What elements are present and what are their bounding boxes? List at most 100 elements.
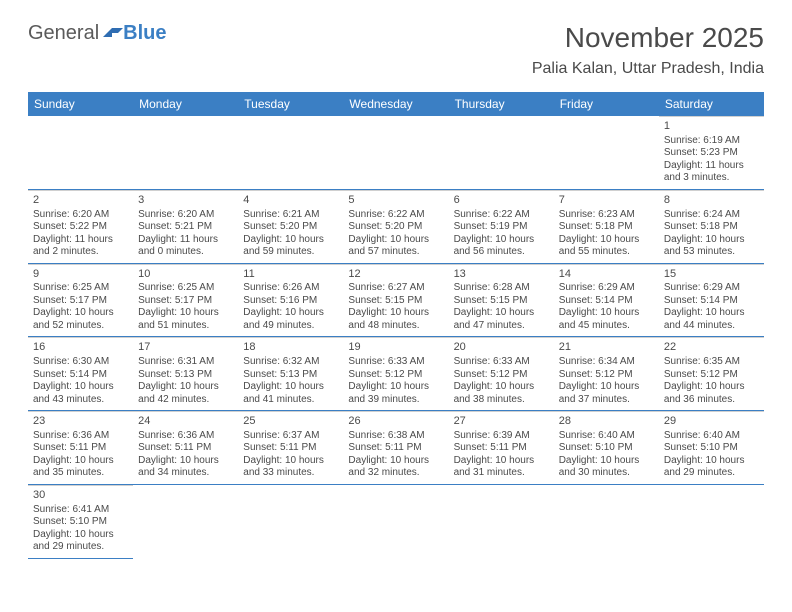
day-number: 13 bbox=[454, 268, 549, 282]
daylight-text: and 47 minutes. bbox=[454, 320, 549, 333]
calendar-cell: 12Sunrise: 6:27 AMSunset: 5:15 PMDayligh… bbox=[343, 264, 448, 338]
sunset-text: Sunset: 5:15 PM bbox=[454, 295, 549, 308]
sunset-text: Sunset: 5:11 PM bbox=[454, 442, 549, 455]
daylight-text: and 42 minutes. bbox=[138, 394, 233, 407]
page-title: November 2025 bbox=[532, 22, 764, 54]
sunrise-text: Sunrise: 6:20 AM bbox=[33, 209, 128, 222]
daylight-text: Daylight: 10 hours bbox=[348, 455, 443, 468]
daylight-text: Daylight: 10 hours bbox=[559, 381, 654, 394]
logo-text-blue: Blue bbox=[123, 22, 166, 45]
logo-text-general: General bbox=[28, 22, 99, 45]
daylight-text: and 55 minutes. bbox=[559, 246, 654, 259]
sunset-text: Sunset: 5:20 PM bbox=[243, 221, 338, 234]
sunset-text: Sunset: 5:16 PM bbox=[243, 295, 338, 308]
day-number: 22 bbox=[664, 341, 759, 355]
logo: General Blue bbox=[28, 22, 167, 45]
day-number: 9 bbox=[33, 268, 128, 282]
calendar-cell: 20Sunrise: 6:33 AMSunset: 5:12 PMDayligh… bbox=[449, 337, 554, 411]
day-number: 21 bbox=[559, 341, 654, 355]
daylight-text: and 36 minutes. bbox=[664, 394, 759, 407]
sunrise-text: Sunrise: 6:41 AM bbox=[33, 504, 128, 517]
sunset-text: Sunset: 5:19 PM bbox=[454, 221, 549, 234]
sunrise-text: Sunrise: 6:28 AM bbox=[454, 282, 549, 295]
daylight-text: and 59 minutes. bbox=[243, 246, 338, 259]
sunrise-text: Sunrise: 6:35 AM bbox=[664, 356, 759, 369]
sunrise-text: Sunrise: 6:19 AM bbox=[664, 135, 759, 148]
calendar-cell: 4Sunrise: 6:21 AMSunset: 5:20 PMDaylight… bbox=[238, 190, 343, 264]
sunset-text: Sunset: 5:11 PM bbox=[138, 442, 233, 455]
day-number: 26 bbox=[348, 415, 443, 429]
daylight-text: and 37 minutes. bbox=[559, 394, 654, 407]
weekday-header: Saturday bbox=[659, 92, 764, 116]
daylight-text: Daylight: 10 hours bbox=[664, 234, 759, 247]
calendar-header: SundayMondayTuesdayWednesdayThursdayFrid… bbox=[28, 92, 764, 116]
calendar-cell: 28Sunrise: 6:40 AMSunset: 5:10 PMDayligh… bbox=[554, 411, 659, 485]
calendar-cell: 24Sunrise: 6:36 AMSunset: 5:11 PMDayligh… bbox=[133, 411, 238, 485]
sunset-text: Sunset: 5:11 PM bbox=[33, 442, 128, 455]
day-number: 10 bbox=[138, 268, 233, 282]
sunrise-text: Sunrise: 6:38 AM bbox=[348, 430, 443, 443]
day-number: 16 bbox=[33, 341, 128, 355]
daylight-text: Daylight: 10 hours bbox=[33, 455, 128, 468]
day-number: 30 bbox=[33, 489, 128, 503]
daylight-text: and 45 minutes. bbox=[559, 320, 654, 333]
calendar-cell: 1Sunrise: 6:19 AMSunset: 5:23 PMDaylight… bbox=[659, 116, 764, 190]
weekday-header: Thursday bbox=[449, 92, 554, 116]
sunset-text: Sunset: 5:11 PM bbox=[243, 442, 338, 455]
sunrise-text: Sunrise: 6:36 AM bbox=[33, 430, 128, 443]
calendar-cell: 26Sunrise: 6:38 AMSunset: 5:11 PMDayligh… bbox=[343, 411, 448, 485]
day-number: 15 bbox=[664, 268, 759, 282]
sunset-text: Sunset: 5:21 PM bbox=[138, 221, 233, 234]
title-block: November 2025 Palia Kalan, Uttar Pradesh… bbox=[532, 22, 764, 78]
daylight-text: and 38 minutes. bbox=[454, 394, 549, 407]
daylight-text: Daylight: 10 hours bbox=[559, 234, 654, 247]
day-number: 25 bbox=[243, 415, 338, 429]
sunset-text: Sunset: 5:14 PM bbox=[664, 295, 759, 308]
calendar-cell: 2Sunrise: 6:20 AMSunset: 5:22 PMDaylight… bbox=[28, 190, 133, 264]
daylight-text: Daylight: 10 hours bbox=[664, 381, 759, 394]
sunset-text: Sunset: 5:11 PM bbox=[348, 442, 443, 455]
calendar-body: 1Sunrise: 6:19 AMSunset: 5:23 PMDaylight… bbox=[28, 116, 764, 559]
calendar-cell-blank bbox=[238, 116, 343, 190]
daylight-text: and 49 minutes. bbox=[243, 320, 338, 333]
calendar-cell: 3Sunrise: 6:20 AMSunset: 5:21 PMDaylight… bbox=[133, 190, 238, 264]
daylight-text: Daylight: 10 hours bbox=[33, 529, 128, 542]
sunrise-text: Sunrise: 6:37 AM bbox=[243, 430, 338, 443]
daylight-text: Daylight: 10 hours bbox=[243, 234, 338, 247]
daylight-text: and 52 minutes. bbox=[33, 320, 128, 333]
calendar-cell: 8Sunrise: 6:24 AMSunset: 5:18 PMDaylight… bbox=[659, 190, 764, 264]
sunset-text: Sunset: 5:22 PM bbox=[33, 221, 128, 234]
sunrise-text: Sunrise: 6:33 AM bbox=[454, 356, 549, 369]
day-number: 4 bbox=[243, 194, 338, 208]
header: General Blue November 2025 Palia Kalan, … bbox=[28, 22, 764, 78]
day-number: 29 bbox=[664, 415, 759, 429]
calendar-cell: 6Sunrise: 6:22 AMSunset: 5:19 PMDaylight… bbox=[449, 190, 554, 264]
calendar-cell: 23Sunrise: 6:36 AMSunset: 5:11 PMDayligh… bbox=[28, 411, 133, 485]
daylight-text: Daylight: 10 hours bbox=[243, 455, 338, 468]
calendar-cell-blank bbox=[28, 116, 133, 190]
sunrise-text: Sunrise: 6:33 AM bbox=[348, 356, 443, 369]
daylight-text: and 29 minutes. bbox=[33, 541, 128, 554]
day-number: 6 bbox=[454, 194, 549, 208]
sunset-text: Sunset: 5:23 PM bbox=[664, 147, 759, 160]
daylight-text: Daylight: 10 hours bbox=[138, 381, 233, 394]
daylight-text: Daylight: 10 hours bbox=[348, 234, 443, 247]
day-number: 2 bbox=[33, 194, 128, 208]
daylight-text: Daylight: 11 hours bbox=[138, 234, 233, 247]
daylight-text: and 35 minutes. bbox=[33, 467, 128, 480]
daylight-text: Daylight: 10 hours bbox=[243, 381, 338, 394]
day-number: 12 bbox=[348, 268, 443, 282]
daylight-text: Daylight: 10 hours bbox=[664, 455, 759, 468]
calendar-cell: 21Sunrise: 6:34 AMSunset: 5:12 PMDayligh… bbox=[554, 337, 659, 411]
sunset-text: Sunset: 5:12 PM bbox=[559, 369, 654, 382]
calendar-cell-blank bbox=[133, 116, 238, 190]
sunset-text: Sunset: 5:18 PM bbox=[664, 221, 759, 234]
sunset-text: Sunset: 5:18 PM bbox=[559, 221, 654, 234]
daylight-text: and 0 minutes. bbox=[138, 246, 233, 259]
calendar-cell: 27Sunrise: 6:39 AMSunset: 5:11 PMDayligh… bbox=[449, 411, 554, 485]
sunset-text: Sunset: 5:17 PM bbox=[138, 295, 233, 308]
daylight-text: Daylight: 10 hours bbox=[454, 455, 549, 468]
sunset-text: Sunset: 5:10 PM bbox=[33, 516, 128, 529]
day-number: 8 bbox=[664, 194, 759, 208]
daylight-text: and 41 minutes. bbox=[243, 394, 338, 407]
